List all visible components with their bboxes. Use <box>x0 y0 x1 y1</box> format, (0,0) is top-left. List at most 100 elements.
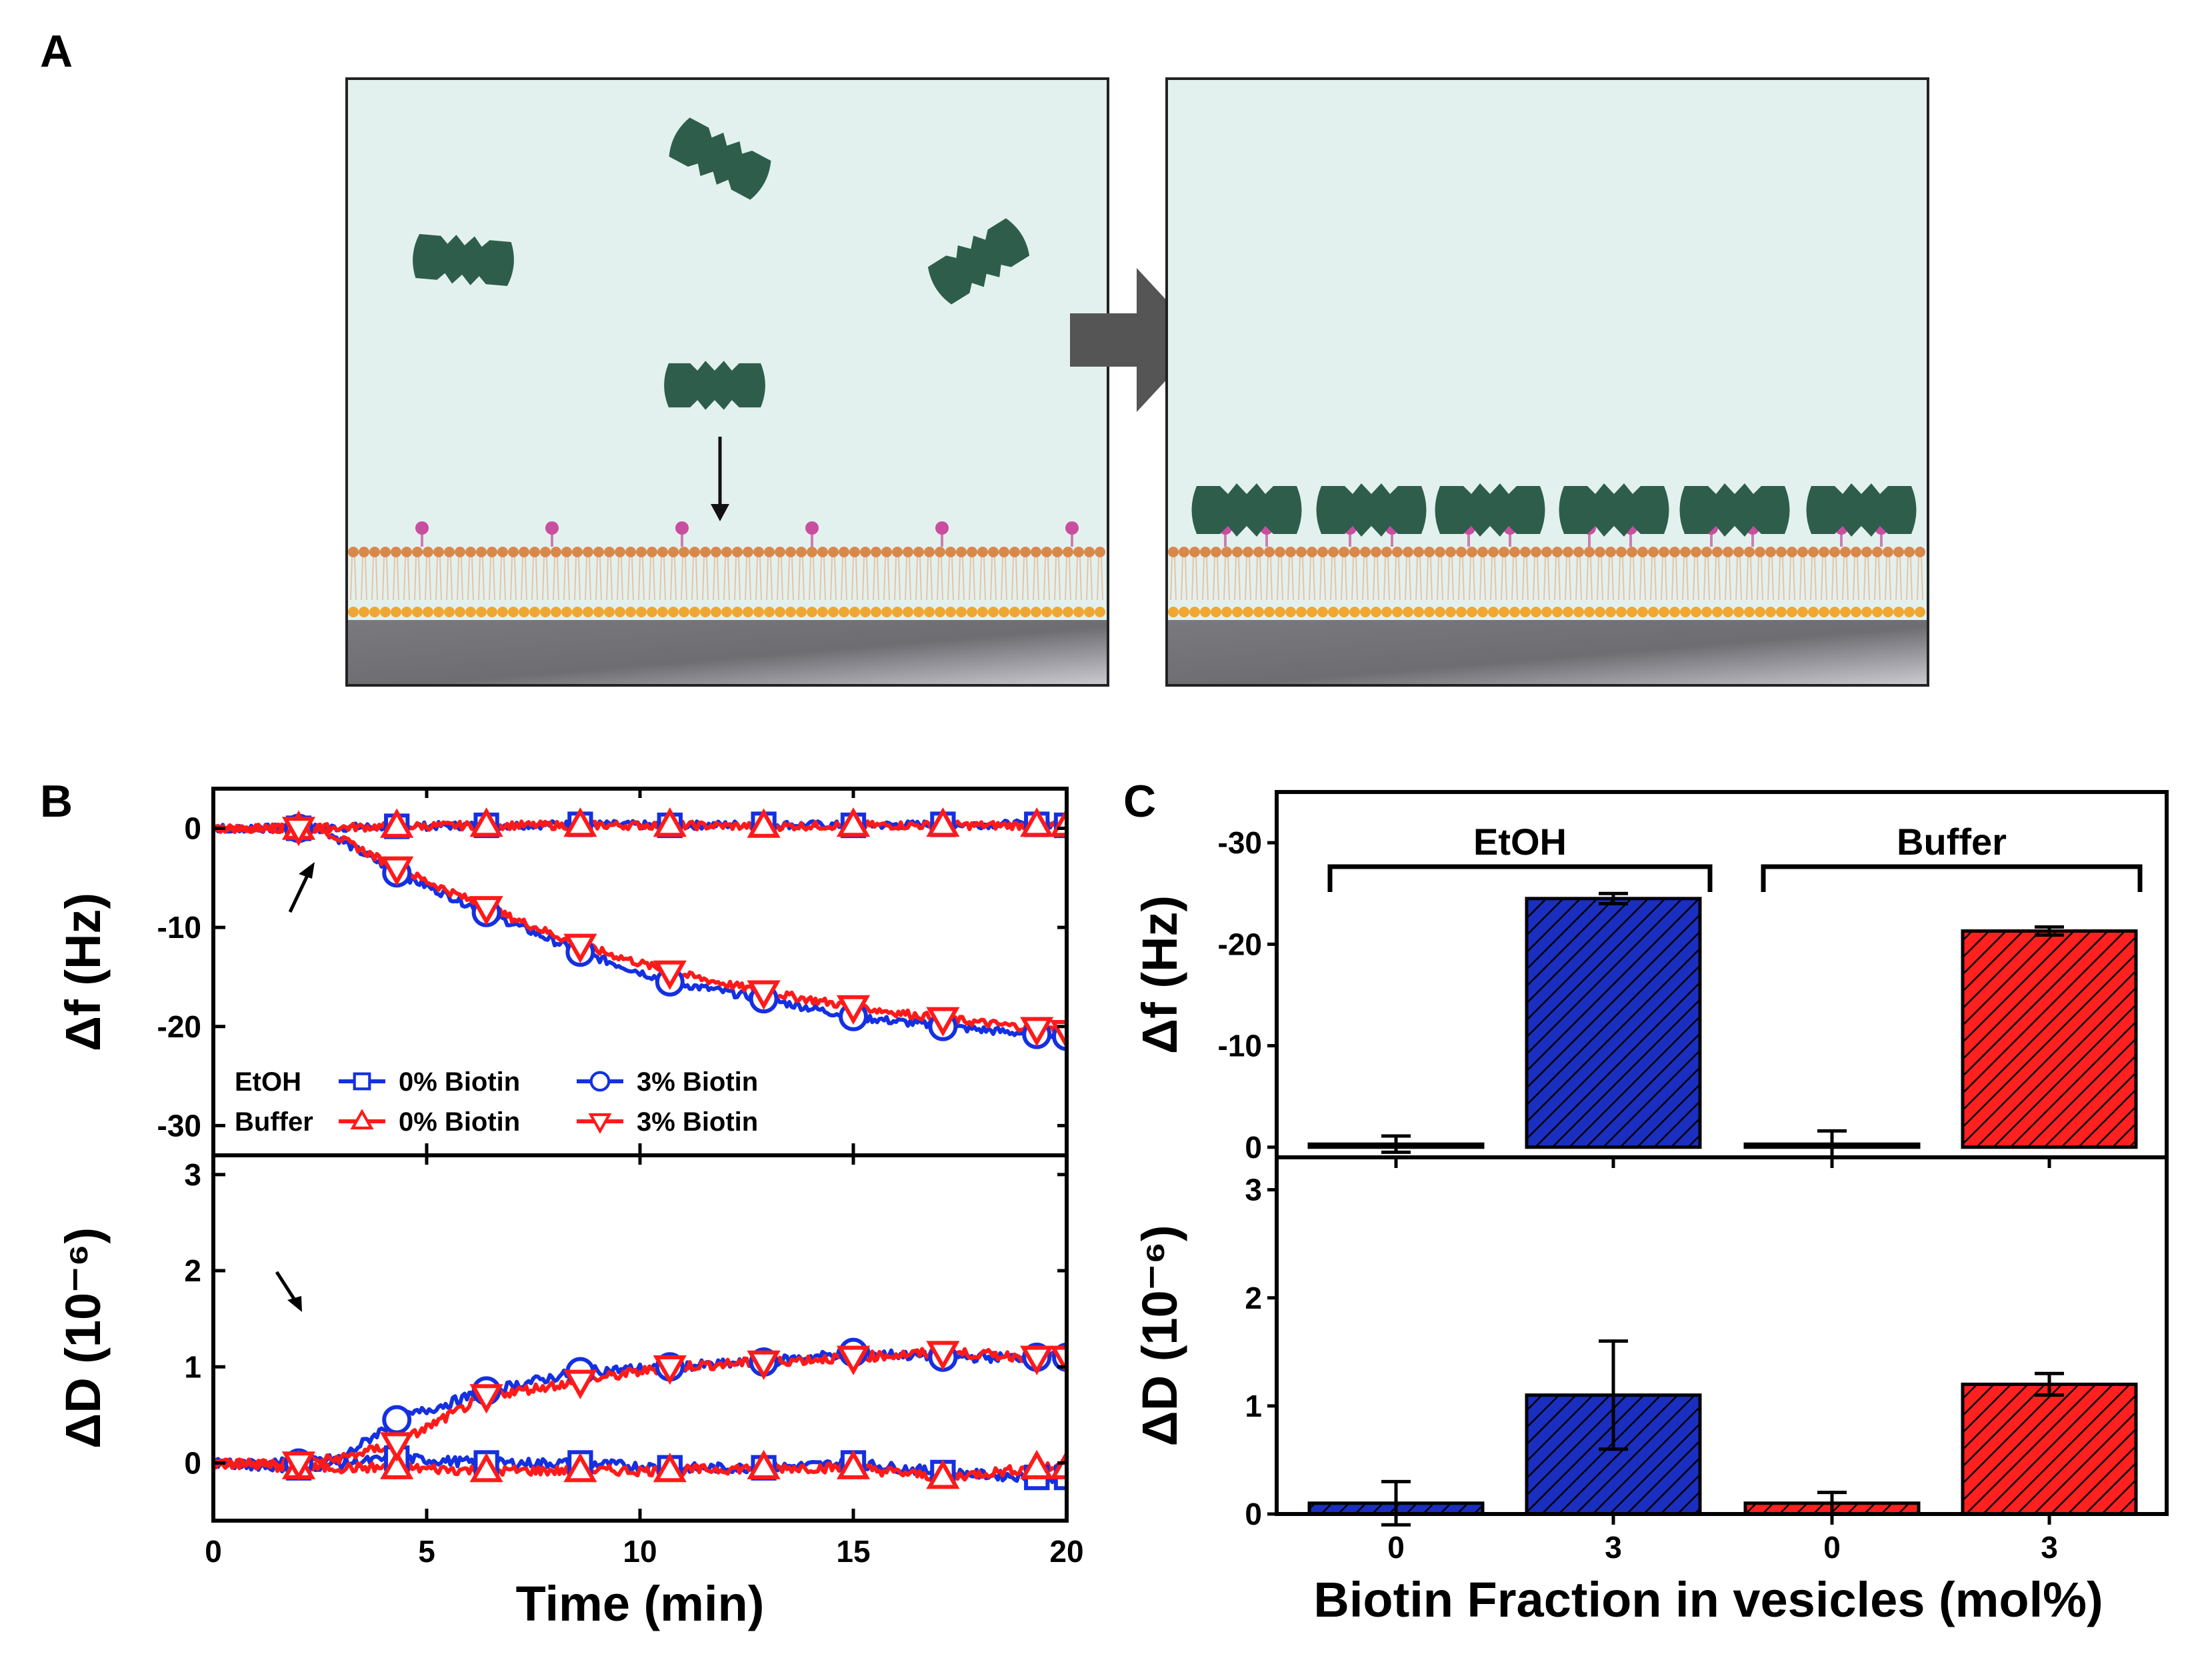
series-line-buffer_3 <box>213 1346 1067 1470</box>
series-line-buffer_3 <box>213 822 1067 1036</box>
triangle-up-marker <box>380 1449 414 1479</box>
triangle-up-marker <box>836 807 871 837</box>
x-axis-title: Biotin Fraction in vesicles (mol%) <box>1313 1572 2103 1627</box>
triangle-down-marker <box>1049 1345 1067 1375</box>
triangle-up-marker <box>380 808 414 838</box>
legend-entry-label: 0% Biotin <box>399 1107 520 1137</box>
triangle-up-marker <box>350 1109 374 1130</box>
injection-arrow-head <box>299 862 315 879</box>
y-tick-label: 2 <box>184 1253 201 1288</box>
triangle-up-marker <box>653 807 687 837</box>
triangle-up-marker <box>1020 1449 1054 1479</box>
plot-c-dissipation-bars: 0 1 2 3 ΔD (10⁻⁶) 0 3 0 3 Biotin Fraction in vesi… <box>1132 1155 2169 1627</box>
triangle-up-marker <box>926 1459 960 1489</box>
y-tick-label: 0 <box>1245 1497 1262 1531</box>
triangle-down-marker <box>1020 1345 1054 1375</box>
triangle-down-marker <box>1020 1017 1054 1047</box>
y-tick-label: 1 <box>1245 1389 1262 1423</box>
triangle-up-marker <box>1020 807 1054 837</box>
group-label: Buffer <box>1897 821 2007 863</box>
bar-3 <box>1961 1382 2138 1516</box>
x-axis-title: Time (min) <box>516 1576 765 1631</box>
triangle-down-marker <box>836 1345 871 1375</box>
triangle-up-marker <box>469 807 503 837</box>
triangle-down-marker <box>281 817 316 847</box>
triangle-down-marker <box>747 1350 781 1381</box>
panel-label-c: C <box>1123 776 1156 827</box>
triangle-up-marker <box>1049 1449 1067 1479</box>
y-tick-label: -30 <box>1218 825 1262 860</box>
y-tick-label: 0 <box>184 1445 201 1480</box>
x-tick-label: 0 <box>205 1534 222 1569</box>
triangle-up-marker <box>563 1453 597 1483</box>
substrate-after <box>1168 620 1927 684</box>
schematic-after <box>1165 77 1929 687</box>
triangle-down-marker <box>469 896 503 926</box>
triangle-down-marker <box>926 1007 960 1037</box>
y-axis-title: Δf (Hz) <box>1132 895 1187 1054</box>
triangle-down-marker <box>653 1355 687 1385</box>
lipid-bilayer-before <box>348 521 1105 617</box>
triangle-up-marker <box>469 1453 503 1483</box>
solution-box-after <box>1165 77 1929 687</box>
circle-marker <box>382 1405 412 1435</box>
x-tick-label: 10 <box>623 1534 657 1569</box>
y-tick-label: 1 <box>184 1349 201 1384</box>
triangle-down-marker <box>469 1384 503 1414</box>
y-tick-label: 2 <box>1245 1281 1262 1315</box>
y-axis-title: ΔD (10⁻⁶) <box>55 1227 111 1449</box>
y-axis-title: ΔD (10⁻⁶) <box>1132 1225 1187 1447</box>
triangle-down-marker <box>588 1113 612 1134</box>
group-bracket <box>1327 864 1713 892</box>
circle-marker <box>589 1071 611 1092</box>
group-bracket <box>1761 864 2143 892</box>
y-tick-label: -10 <box>1218 1029 1262 1063</box>
triangle-down-marker <box>281 1451 316 1481</box>
bar-3 <box>1961 929 2138 1149</box>
legend-row-label: Buffer <box>235 1107 313 1137</box>
x-tick-label: 3 <box>1605 1530 1622 1565</box>
x-tick-label: 20 <box>1049 1534 1083 1569</box>
y-tick-label: 3 <box>184 1157 201 1192</box>
series-line-buffer_0 <box>213 1458 1067 1483</box>
panel-label-a: A <box>40 26 73 77</box>
x-tick-label: 0 <box>1823 1530 1841 1565</box>
series-line-etoh_3 <box>213 823 1067 1041</box>
square-marker <box>353 1072 371 1091</box>
triangle-up-marker <box>653 1453 687 1483</box>
series-line-buffer_0 <box>213 819 1067 835</box>
substrate-before <box>348 620 1107 684</box>
legend: EtOH Buffer 0% Biotin 3% Biotin 0% Biotin 3% … <box>235 1067 758 1137</box>
y-tick-label: -10 <box>157 910 201 945</box>
plot-frame <box>1275 1155 2169 1516</box>
y-tick-label: -30 <box>157 1108 201 1143</box>
plot-b-frequency: 0 -10 -20 -30 Δf (Hz) EtOH Buffer 0% Biotin 3% B… <box>55 787 1069 1157</box>
triangle-down-marker <box>926 1341 960 1371</box>
injection-arrow-head-2 <box>287 1296 302 1312</box>
injection-arrow-line <box>288 869 312 913</box>
triangle-up-marker <box>747 1449 781 1479</box>
group-label: EtOH <box>1473 821 1567 863</box>
triangle-down-marker <box>563 1369 597 1399</box>
x-tick-label: 5 <box>418 1534 435 1569</box>
triangle-down-marker <box>563 933 597 963</box>
triangle-up-marker <box>836 1449 871 1479</box>
y-tick-label: -20 <box>1218 927 1262 961</box>
y-tick-label: 3 <box>1245 1173 1262 1207</box>
triangle-down-marker <box>653 960 687 990</box>
triangle-up-marker <box>563 807 597 837</box>
triangle-up-marker <box>747 808 781 838</box>
binding-arrow-head <box>711 504 729 521</box>
legend-row-label: EtOH <box>235 1067 301 1097</box>
plot-area <box>213 1337 1067 1491</box>
plot-c-frequency-bars: 0 -10 -20 -30 Δf (Hz) EtOH Buffer <box>1132 790 2169 1168</box>
plot-b-dissipation: 0 1 2 3 0 5 10 15 20 ΔD (10⁻⁶) Time (min) <box>55 1153 1084 1631</box>
triangle-down-marker <box>380 1432 414 1462</box>
legend-entry-label: 0% Biotin <box>399 1067 520 1097</box>
y-tick-label: 0 <box>184 811 201 845</box>
panel-a-schematic <box>345 77 1929 687</box>
lipid-bilayer-after <box>1168 521 1925 617</box>
bar-1 <box>1525 897 1702 1149</box>
plot-area <box>213 807 1067 1051</box>
